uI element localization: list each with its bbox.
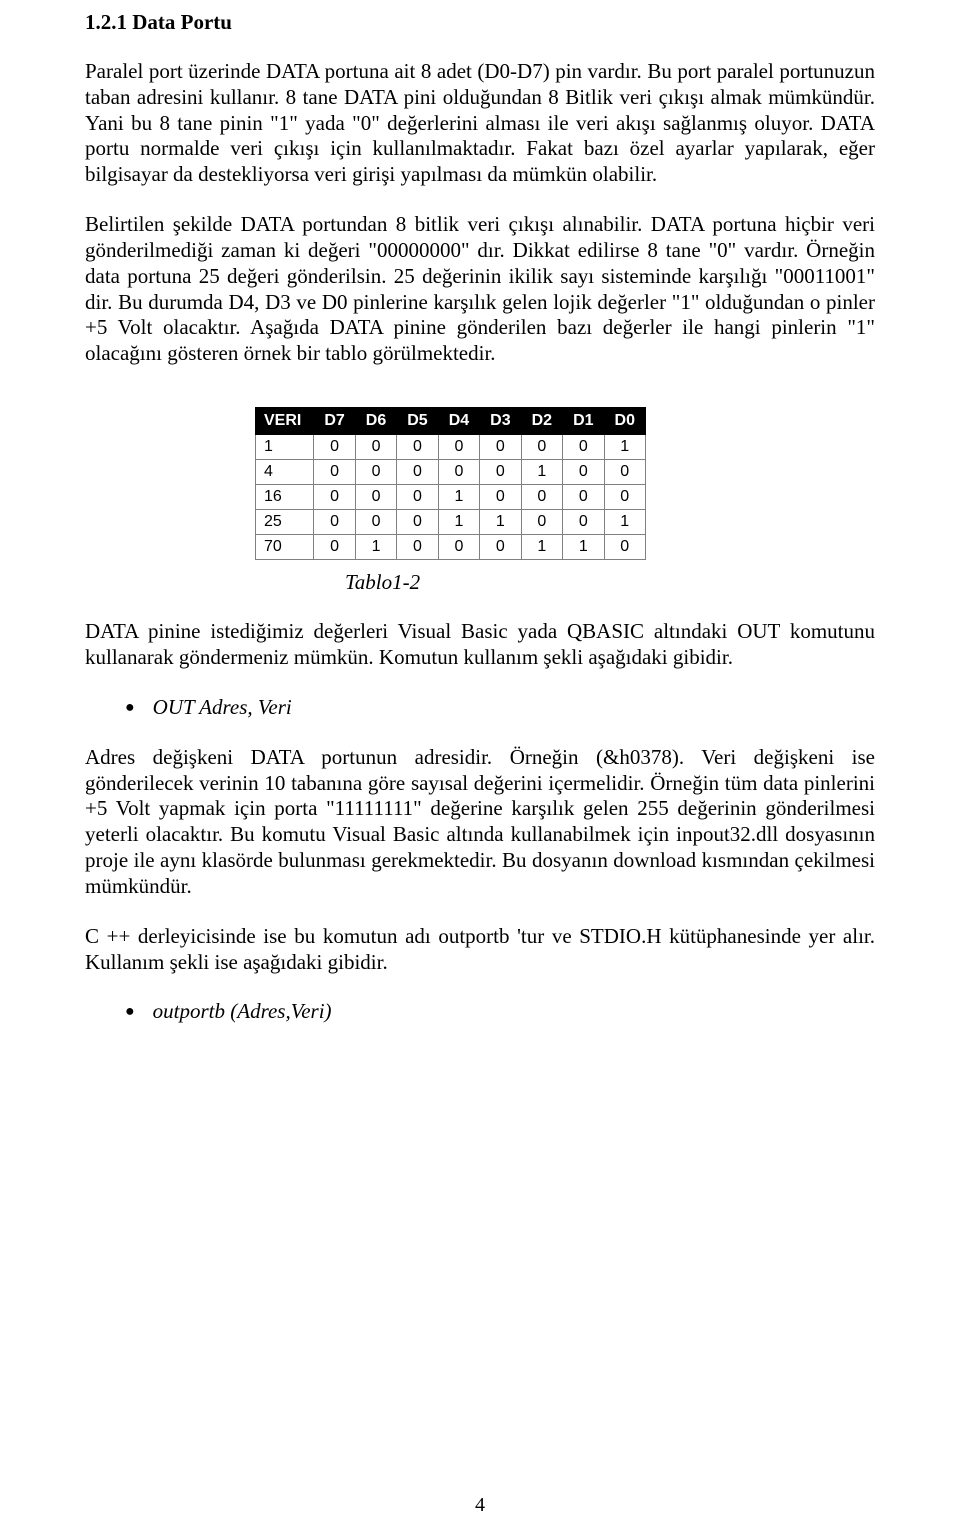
th-d1: D1 (563, 408, 604, 435)
cell: 0 (480, 435, 521, 460)
data-table: VERI D7 D6 D5 D4 D3 D2 D1 D0 1 0 0 0 0 (255, 407, 646, 560)
cell: 0 (521, 435, 562, 460)
th-d5: D5 (397, 408, 438, 435)
table-body: 1 0 0 0 0 0 0 0 1 4 0 0 0 0 0 1 (256, 435, 646, 560)
bullet-outportb-text: outportb (Adres,Veri) (153, 999, 332, 1024)
bullet-out: ● OUT Adres, Veri (125, 695, 875, 721)
cell: 0 (397, 435, 438, 460)
cell: 0 (563, 510, 604, 535)
cell: 70 (256, 535, 314, 560)
cell: 0 (355, 460, 396, 485)
cell: 1 (604, 510, 645, 535)
th-d6: D6 (355, 408, 396, 435)
th-d7: D7 (314, 408, 355, 435)
cell: 0 (397, 460, 438, 485)
th-veri: VERI (256, 408, 314, 435)
table-row: 4 0 0 0 0 0 1 0 0 (256, 460, 646, 485)
section-heading: 1.2.1 Data Portu (85, 10, 875, 35)
cell: 0 (480, 460, 521, 485)
table-caption: Tablo1-2 (345, 570, 875, 595)
th-d2: D2 (521, 408, 562, 435)
cell: 0 (355, 435, 396, 460)
th-d0: D0 (604, 408, 645, 435)
cell: 0 (604, 460, 645, 485)
cell: 0 (314, 460, 355, 485)
cell: 1 (521, 535, 562, 560)
page-number: 4 (0, 1494, 960, 1517)
cell: 0 (397, 485, 438, 510)
cell: 0 (438, 435, 479, 460)
cell: 0 (480, 535, 521, 560)
cell: 1 (521, 460, 562, 485)
paragraph-2: Belirtilen şekilde DATA portundan 8 bitl… (85, 212, 875, 367)
cell: 1 (355, 535, 396, 560)
table-row: 1 0 0 0 0 0 0 0 1 (256, 435, 646, 460)
cell: 0 (438, 535, 479, 560)
cell: 0 (521, 510, 562, 535)
cell: 4 (256, 460, 314, 485)
cell: 0 (438, 460, 479, 485)
table-row: 25 0 0 0 1 1 0 0 1 (256, 510, 646, 535)
cell: 1 (438, 485, 479, 510)
cell: 1 (604, 435, 645, 460)
paragraph-5: C ++ derleyicisinde ise bu komutun adı o… (85, 924, 875, 976)
cell: 0 (314, 510, 355, 535)
bullet-outportb: ● outportb (Adres,Veri) (125, 999, 875, 1025)
bullet-icon: ● (125, 999, 135, 1025)
cell: 0 (604, 485, 645, 510)
table-row: 16 0 0 0 1 0 0 0 0 (256, 485, 646, 510)
paragraph-1: Paralel port üzerinde DATA portuna ait 8… (85, 59, 875, 188)
cell: 0 (563, 460, 604, 485)
data-table-wrap: VERI D7 D6 D5 D4 D3 D2 D1 D0 1 0 0 0 0 (255, 407, 875, 560)
paragraph-3: DATA pinine istediğimiz değerleri Visual… (85, 619, 875, 671)
cell: 16 (256, 485, 314, 510)
cell: 0 (563, 435, 604, 460)
cell: 0 (314, 435, 355, 460)
cell: 0 (604, 535, 645, 560)
th-d3: D3 (480, 408, 521, 435)
cell: 0 (314, 535, 355, 560)
paragraph-4: Adres değişkeni DATA portunun adresidir.… (85, 745, 875, 900)
cell: 25 (256, 510, 314, 535)
cell: 0 (355, 510, 396, 535)
cell: 0 (397, 510, 438, 535)
cell: 0 (397, 535, 438, 560)
cell: 1 (438, 510, 479, 535)
cell: 0 (521, 485, 562, 510)
cell: 0 (563, 485, 604, 510)
bullet-out-text: OUT Adres, Veri (153, 695, 292, 720)
th-d4: D4 (438, 408, 479, 435)
cell: 0 (480, 485, 521, 510)
cell: 1 (563, 535, 604, 560)
cell: 1 (256, 435, 314, 460)
table-row: 70 0 1 0 0 0 1 1 0 (256, 535, 646, 560)
table-header-row: VERI D7 D6 D5 D4 D3 D2 D1 D0 (256, 408, 646, 435)
cell: 0 (314, 485, 355, 510)
cell: 1 (480, 510, 521, 535)
cell: 0 (355, 485, 396, 510)
page: 1.2.1 Data Portu Paralel port üzerinde D… (0, 0, 960, 1537)
bullet-icon: ● (125, 695, 135, 721)
